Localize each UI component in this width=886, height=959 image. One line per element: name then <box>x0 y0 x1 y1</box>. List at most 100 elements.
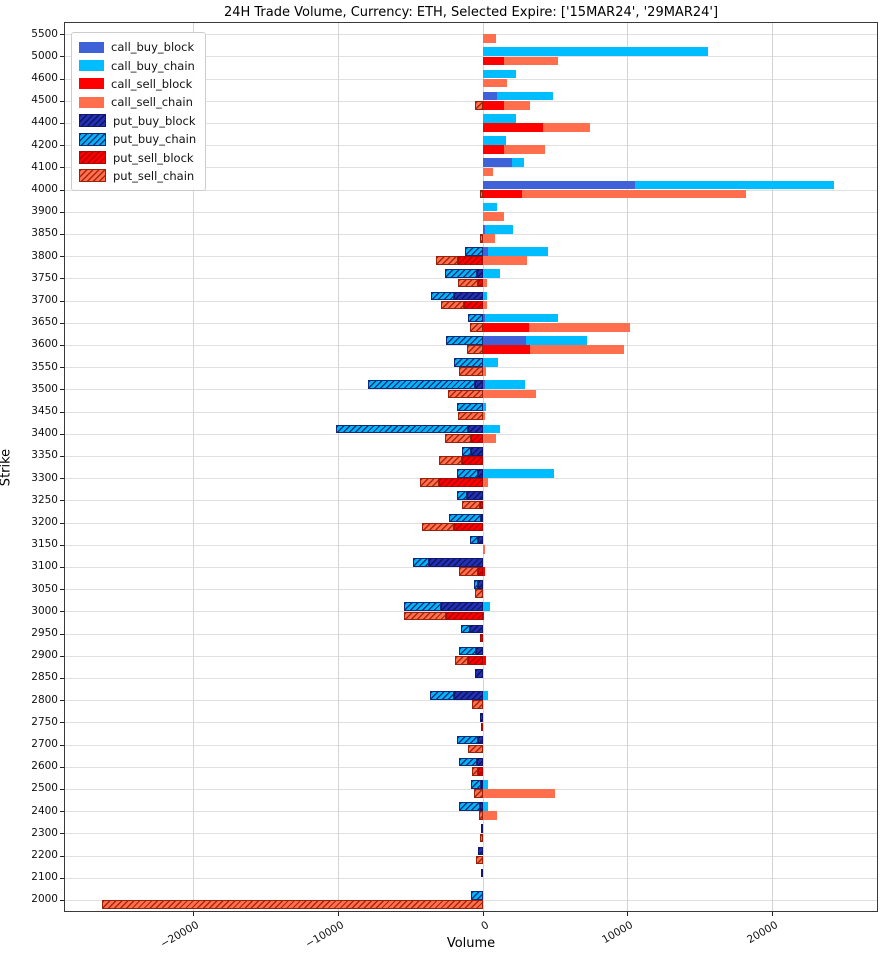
bar-put_buy_block <box>469 624 483 634</box>
bar-put_buy_chain <box>453 358 483 367</box>
bar-call_buy_chain <box>482 424 500 434</box>
bar-call_buy_chain <box>482 269 500 279</box>
bar-call_buy_chain <box>485 313 558 323</box>
bar-put_buy_chain <box>460 624 470 634</box>
bar-call_sell_chain <box>482 433 496 443</box>
bar-call_buy_chain <box>488 247 548 256</box>
bar-put_sell_block <box>439 478 483 488</box>
bar-put_buy_chain <box>462 446 471 456</box>
y-tick-label: 3600 <box>31 338 58 351</box>
y-tick-label: 3750 <box>31 271 58 284</box>
bar-call_buy_chain <box>482 69 516 79</box>
bar-put_sell_chain <box>439 456 463 465</box>
y-tick-label: 5000 <box>31 49 58 62</box>
y-tick-label: 2700 <box>31 738 58 750</box>
y-tick-mark <box>60 411 64 413</box>
bar-call_buy_chain <box>482 602 490 612</box>
y-tick-mark <box>60 322 64 324</box>
y-tick-mark <box>60 566 64 568</box>
y-tick-mark <box>60 833 64 835</box>
y-tick-label: 3800 <box>31 249 58 262</box>
y-tick-mark <box>60 433 64 435</box>
bar-call_buy_chain <box>482 358 499 367</box>
bar-put_buy_block <box>478 580 483 589</box>
bar-call_sell_chain <box>482 300 487 310</box>
bar-call_sell_chain <box>482 411 485 421</box>
legend-swatch-put_buy_chain <box>79 132 106 146</box>
bar-put_buy_chain <box>458 646 477 656</box>
bar-put_sell_chain <box>466 345 483 354</box>
bar-put_sell_chain <box>476 855 483 865</box>
gridline-vertical <box>193 23 195 911</box>
legend-swatch-call_sell_chain <box>79 96 104 108</box>
bar-put_sell_block <box>478 766 483 776</box>
bar-put_sell_chain <box>420 478 440 488</box>
y-tick-mark <box>60 500 64 502</box>
bar-put_sell_chain <box>455 655 469 665</box>
bar-put_buy_chain <box>368 380 476 390</box>
bar-call_sell_block <box>482 123 544 132</box>
gridline-horizontal <box>65 544 877 546</box>
gridline-horizontal <box>65 100 877 102</box>
y-tick-label: 4000 <box>31 183 58 195</box>
bar-call_buy_block <box>482 313 486 323</box>
bar-put_sell_chain <box>436 256 458 266</box>
bar-put_buy_chain <box>456 735 479 745</box>
bar-call_buy_chain <box>482 113 516 123</box>
x-tick-mark <box>772 912 774 916</box>
bar-call_sell_chain <box>482 256 528 266</box>
legend-swatch-put_buy_block <box>79 114 106 128</box>
bar-put_sell_block <box>471 433 483 443</box>
y-tick-mark <box>60 811 64 813</box>
bar-call_buy_chain <box>482 469 554 478</box>
bar-put_buy_block <box>475 668 483 678</box>
bar-call_sell_chain <box>521 189 746 199</box>
bar-put_sell_chain <box>457 411 483 421</box>
bar-call_buy_block <box>482 158 512 168</box>
y-tick-mark <box>60 211 64 213</box>
bar-put_sell_chain <box>457 278 479 288</box>
gridline-horizontal <box>65 56 877 58</box>
y-tick-label: 3400 <box>31 427 58 440</box>
gridline-horizontal <box>65 877 877 879</box>
y-tick-label: 4200 <box>31 138 58 151</box>
gridline-horizontal <box>65 233 877 235</box>
y-tick-mark <box>60 389 64 391</box>
bar-call_buy_chain <box>482 136 506 145</box>
bar-call_sell_block <box>482 189 522 199</box>
bar-put_buy_chain <box>469 535 479 545</box>
gridline-horizontal <box>65 700 877 702</box>
legend-swatch-call_buy_block <box>79 41 104 53</box>
bar-put_buy_chain <box>473 580 479 589</box>
bar-put_buy_block <box>480 713 483 723</box>
y-tick-label: 4100 <box>31 160 58 173</box>
bar-call_sell_chain <box>482 234 495 243</box>
bar-put_buy_block <box>481 868 484 878</box>
bar-put_sell_chain <box>468 744 483 754</box>
bar-put_buy_block <box>429 557 483 567</box>
gridline-horizontal <box>65 122 877 124</box>
bar-put_buy_block <box>468 424 483 434</box>
bar-put_buy_block <box>466 491 483 501</box>
y-tick-label: 3050 <box>31 582 58 595</box>
bar-call_sell_block <box>482 56 505 66</box>
y-tick-label: 2200 <box>31 849 58 861</box>
bar-put_buy_block <box>476 757 483 767</box>
bar-put_sell_chain <box>472 766 479 776</box>
bar-put_sell_block <box>478 278 483 288</box>
y-tick-mark <box>60 78 64 80</box>
y-tick-mark <box>60 233 64 235</box>
gridline-horizontal <box>65 855 877 857</box>
bar-call_buy_chain <box>482 691 489 700</box>
y-tick-mark <box>60 744 64 746</box>
y-tick-mark <box>60 278 64 280</box>
bar-put_buy_block <box>453 691 483 700</box>
y-tick-label: 2400 <box>31 804 58 817</box>
y-tick-label: 2600 <box>31 760 58 773</box>
bar-put_buy_block <box>440 602 483 612</box>
bar-call_buy_chain <box>482 802 488 811</box>
bar-put_sell_chain <box>459 367 483 377</box>
bar-put_sell_chain <box>459 567 479 576</box>
legend-item-put_sell_chain: put_sell_chain <box>79 167 196 185</box>
bar-put_sell_chain <box>421 522 454 532</box>
